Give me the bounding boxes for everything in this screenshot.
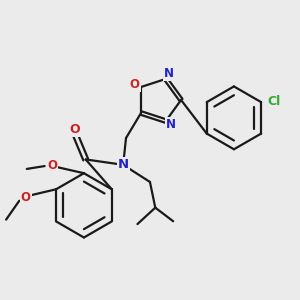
Text: O: O: [70, 123, 80, 136]
Text: O: O: [21, 190, 31, 204]
Text: N: N: [118, 158, 129, 171]
Text: N: N: [164, 67, 174, 80]
Text: Cl: Cl: [267, 95, 280, 108]
Text: O: O: [47, 159, 58, 172]
Text: O: O: [130, 78, 140, 91]
Text: N: N: [166, 118, 176, 131]
